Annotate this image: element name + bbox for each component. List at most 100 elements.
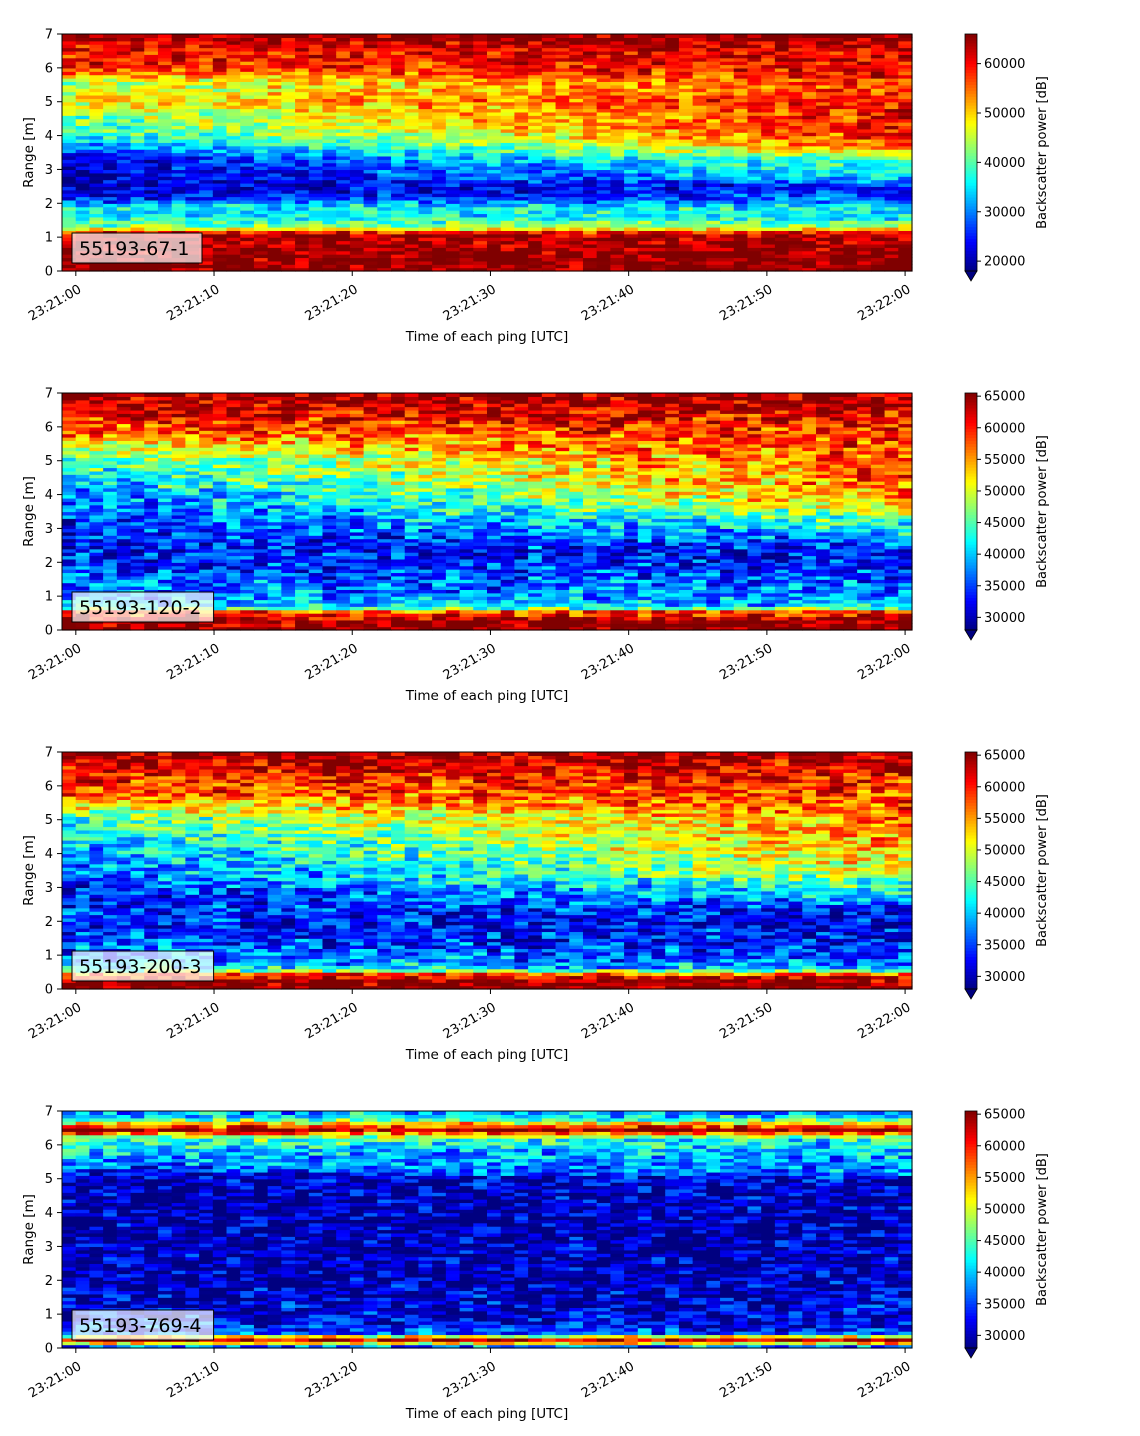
colorbar-segment <box>965 253 977 257</box>
heatmap-cell <box>185 98 200 103</box>
heatmap-cell <box>267 182 282 187</box>
heatmap-cell <box>747 135 762 140</box>
heatmap-cell <box>89 34 104 38</box>
heatmap-cell <box>363 94 378 99</box>
heatmap-cell <box>89 206 104 211</box>
heatmap-cell <box>857 54 872 59</box>
heatmap-cell <box>377 78 392 82</box>
heatmap-cell <box>624 206 639 211</box>
heatmap-cell <box>802 118 817 123</box>
heatmap-cell <box>528 94 543 99</box>
heatmap-cell <box>870 203 886 208</box>
heatmap-cell <box>199 233 214 238</box>
heatmap-cell <box>295 149 310 154</box>
heatmap-cell <box>692 159 707 164</box>
heatmap-cell <box>541 78 557 82</box>
heatmap-cell <box>774 247 790 252</box>
heatmap-cell <box>295 98 310 103</box>
heatmap-cell <box>500 67 516 72</box>
heatmap-cell <box>733 240 749 245</box>
heatmap-cell <box>761 247 776 252</box>
heatmap-cell <box>582 145 598 150</box>
heatmap-cell <box>62 50 77 55</box>
heatmap-cell <box>157 108 173 113</box>
heatmap-cell <box>432 128 447 133</box>
heatmap-cell <box>199 216 214 221</box>
heatmap-cell <box>733 186 749 191</box>
heatmap-cell <box>62 166 77 171</box>
heatmap-cell <box>171 71 186 76</box>
heatmap-cell <box>706 237 721 242</box>
heatmap-cell <box>528 125 543 130</box>
heatmap-cell <box>89 145 104 150</box>
heatmap-cell <box>829 172 845 177</box>
heatmap-cell <box>226 47 241 52</box>
heatmap-cell <box>432 237 447 242</box>
heatmap-cell <box>829 50 845 55</box>
heatmap-cell <box>157 223 173 228</box>
heatmap-cell <box>610 64 625 69</box>
heatmap-cell <box>733 267 749 272</box>
heatmap-cell <box>404 54 420 59</box>
heatmap-cell <box>637 193 653 198</box>
heatmap-cell <box>281 223 296 228</box>
heatmap-cell <box>199 210 214 215</box>
heatmap-cell <box>157 159 173 164</box>
heatmap-cell <box>843 149 858 154</box>
heatmap-cell <box>582 128 598 133</box>
heatmap-cell <box>295 78 310 82</box>
heatmap-cell <box>240 169 255 174</box>
heatmap-cell <box>295 88 310 93</box>
heatmap-cell <box>857 186 872 191</box>
heatmap-cell <box>130 81 145 86</box>
heatmap-cell <box>514 210 529 215</box>
heatmap-cell <box>500 37 516 42</box>
heatmap-cell <box>706 264 721 269</box>
heatmap-cell <box>816 237 831 242</box>
heatmap-cell <box>514 105 529 110</box>
heatmap-cell <box>678 169 694 174</box>
heatmap-cell <box>706 155 721 160</box>
heatmap-cell <box>802 152 817 157</box>
colorbar-segment <box>965 256 977 260</box>
heatmap-cell <box>295 254 310 259</box>
heatmap-cell <box>870 132 886 137</box>
heatmap-cell <box>610 37 625 42</box>
heatmap-cell <box>459 71 474 76</box>
heatmap-cell <box>500 115 516 120</box>
heatmap-cell <box>322 132 337 137</box>
heatmap-cell <box>130 189 145 194</box>
heatmap-cell <box>199 108 214 113</box>
heatmap-cell <box>487 257 502 262</box>
heatmap-cell <box>761 111 776 116</box>
heatmap-cell <box>624 226 639 231</box>
heatmap-cell <box>788 193 803 198</box>
heatmap-cell <box>747 88 762 93</box>
heatmap-cell <box>624 145 639 150</box>
heatmap-cell <box>240 71 255 76</box>
heatmap-cell <box>418 166 433 171</box>
heatmap-cell <box>596 122 611 127</box>
heatmap-cell <box>733 223 749 228</box>
heatmap-cell <box>514 166 529 171</box>
heatmap-cell <box>802 111 817 116</box>
heatmap-cell <box>226 37 241 42</box>
heatmap-cell <box>596 203 611 208</box>
heatmap-cell <box>720 145 735 150</box>
heatmap-cell <box>240 226 255 231</box>
heatmap-cell <box>487 264 502 269</box>
heatmap-cell <box>130 196 145 201</box>
heatmap-cell <box>336 105 351 110</box>
heatmap-cell <box>857 84 872 89</box>
heatmap-cell <box>459 40 474 45</box>
panel-label-text: 55193-67-1 <box>79 238 189 260</box>
heatmap-cell <box>816 166 831 171</box>
heatmap-cell <box>857 40 872 45</box>
heatmap-cell <box>884 213 899 218</box>
heatmap-cell <box>130 37 145 42</box>
heatmap-cell <box>308 61 324 66</box>
heatmap-cell <box>487 91 502 96</box>
heatmap-cell <box>157 213 173 218</box>
heatmap-cell <box>665 47 680 52</box>
heatmap-cell <box>528 88 543 93</box>
